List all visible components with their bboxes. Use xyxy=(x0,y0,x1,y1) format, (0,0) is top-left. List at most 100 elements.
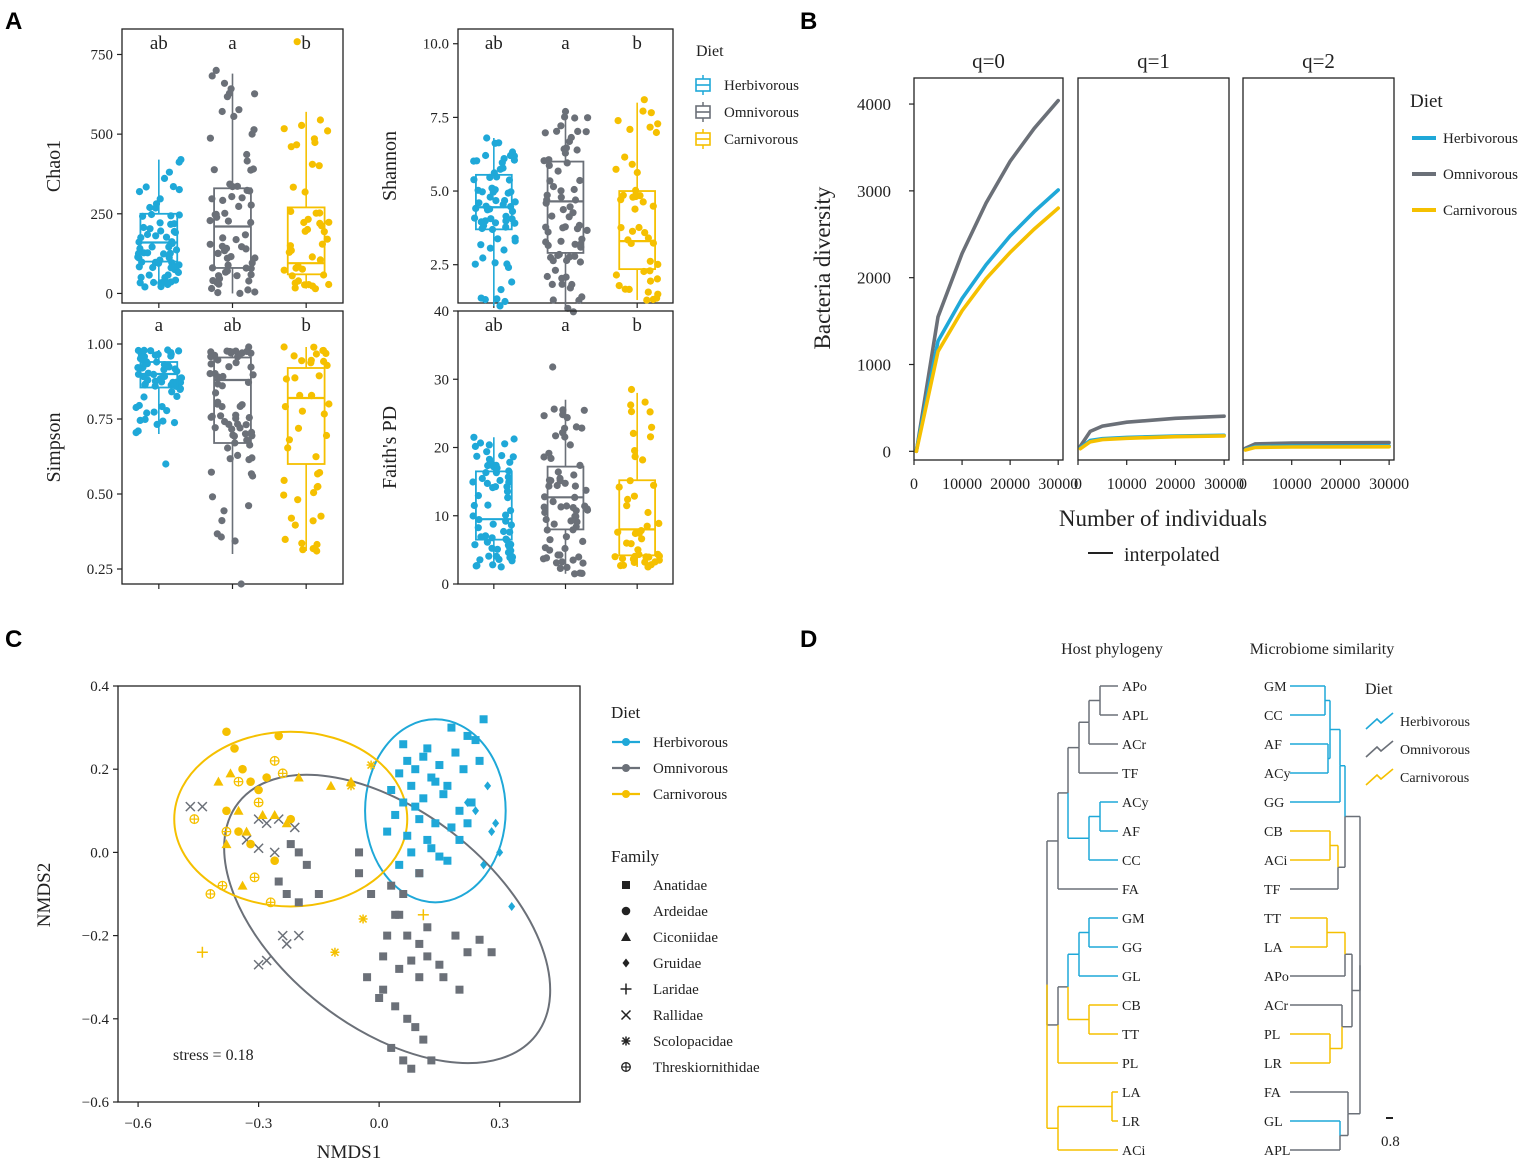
data-point xyxy=(550,405,558,413)
data-point xyxy=(476,439,485,447)
point-ardeidae xyxy=(238,764,247,774)
legend-label: Carnivorous xyxy=(724,132,798,148)
legend-key-dot xyxy=(622,790,630,798)
data-point xyxy=(206,134,214,142)
tip-label-gg: GG xyxy=(1122,941,1142,956)
point-anatidae xyxy=(395,860,404,869)
data-point xyxy=(209,277,217,285)
tip-label-pl: PL xyxy=(1264,1028,1280,1043)
data-point xyxy=(315,372,323,380)
data-point xyxy=(644,288,652,296)
point-anatidae xyxy=(395,964,404,973)
data-point xyxy=(248,130,256,138)
data-point xyxy=(493,464,501,472)
data-point xyxy=(314,470,322,478)
point-ciconiidae xyxy=(225,768,236,778)
point-ardeidae xyxy=(262,773,271,782)
series-line-carnivorous xyxy=(1243,445,1391,452)
point-anatidae xyxy=(415,939,424,948)
data-point xyxy=(228,193,236,201)
x-tick-label: 10000 xyxy=(1272,476,1312,493)
panel-d-tanglegram: Host phylogeny Microbiome similarityAPoAP… xyxy=(1046,641,1470,1159)
data-point xyxy=(491,186,499,194)
data-point xyxy=(290,352,298,360)
y-tick-label: 4000 xyxy=(857,95,891,114)
data-point xyxy=(281,535,289,544)
plot-frame xyxy=(117,685,581,1103)
point-anatidae xyxy=(399,890,408,898)
data-point xyxy=(576,569,584,577)
data-point xyxy=(565,137,574,146)
data-point xyxy=(541,544,550,552)
data-point xyxy=(576,240,584,249)
data-point xyxy=(298,265,306,273)
tip-label-fa: FA xyxy=(1122,883,1140,898)
data-point xyxy=(470,433,478,441)
point-anatidae xyxy=(399,740,408,749)
point-scolopacidae xyxy=(346,781,356,791)
data-point xyxy=(324,127,332,135)
point-ciconiidae xyxy=(233,805,244,815)
data-point xyxy=(541,493,549,501)
data-point xyxy=(647,109,655,117)
data-point xyxy=(546,536,554,544)
point-gruidae xyxy=(496,847,504,857)
data-point xyxy=(646,433,655,441)
y-tick-label: 1.00 xyxy=(87,337,113,353)
data-point xyxy=(280,343,288,351)
data-point xyxy=(509,453,517,461)
point-anatidae xyxy=(411,765,420,774)
data-point xyxy=(639,456,647,464)
data-point xyxy=(164,361,172,369)
point-anatidae xyxy=(387,786,396,794)
data-point xyxy=(477,241,485,249)
data-point xyxy=(631,529,640,538)
point-anatidae xyxy=(411,1023,420,1032)
data-point xyxy=(471,260,479,268)
tip-label-cc: CC xyxy=(1122,854,1141,869)
data-point xyxy=(152,204,160,212)
data-point xyxy=(143,409,151,417)
series-line-omnivorous xyxy=(1243,440,1391,451)
y-tick-label: 30 xyxy=(434,372,449,388)
x-tick-label: 0.3 xyxy=(490,1116,509,1132)
data-point xyxy=(584,114,592,122)
data-point xyxy=(137,353,146,361)
data-point xyxy=(558,280,566,288)
data-point xyxy=(628,160,636,168)
data-point xyxy=(542,515,550,524)
legend-diet-b: Diet Herbivorous Omnivorous Carnivorous xyxy=(1410,91,1518,219)
data-point xyxy=(579,559,587,567)
legend-label: Ardeidae xyxy=(653,904,708,920)
data-point xyxy=(221,209,229,217)
data-point xyxy=(318,222,326,230)
facet-q-1: q=1 0 10000 20000 30000 xyxy=(1074,49,1244,493)
data-point xyxy=(558,558,566,566)
point-rallidae xyxy=(293,930,304,941)
data-point xyxy=(219,196,227,204)
ellipse-omnivorous xyxy=(223,773,552,1065)
tip-label-gl: GL xyxy=(1264,1115,1283,1130)
tip-label-gm: GM xyxy=(1264,680,1287,695)
significance-letter: ab xyxy=(485,33,503,54)
data-point xyxy=(569,556,577,564)
data-point xyxy=(540,412,548,420)
data-point xyxy=(308,160,316,168)
data-point xyxy=(237,580,245,588)
data-point xyxy=(655,556,663,564)
data-point xyxy=(142,183,150,191)
x-tick-label: 20000 xyxy=(1155,476,1195,493)
point-anatidae xyxy=(395,910,404,919)
point-anatidae xyxy=(387,881,396,890)
data-point xyxy=(323,235,331,243)
data-point xyxy=(549,183,558,191)
point-gruidae xyxy=(484,781,492,791)
x-axis-label: Number of individuals xyxy=(1059,506,1267,531)
significance-letter: a xyxy=(228,33,237,54)
point-scolopacidae xyxy=(366,760,376,770)
tip-label-af: AF xyxy=(1122,825,1140,840)
significance-letter: b xyxy=(632,315,642,336)
significance-letter: b xyxy=(301,33,311,54)
